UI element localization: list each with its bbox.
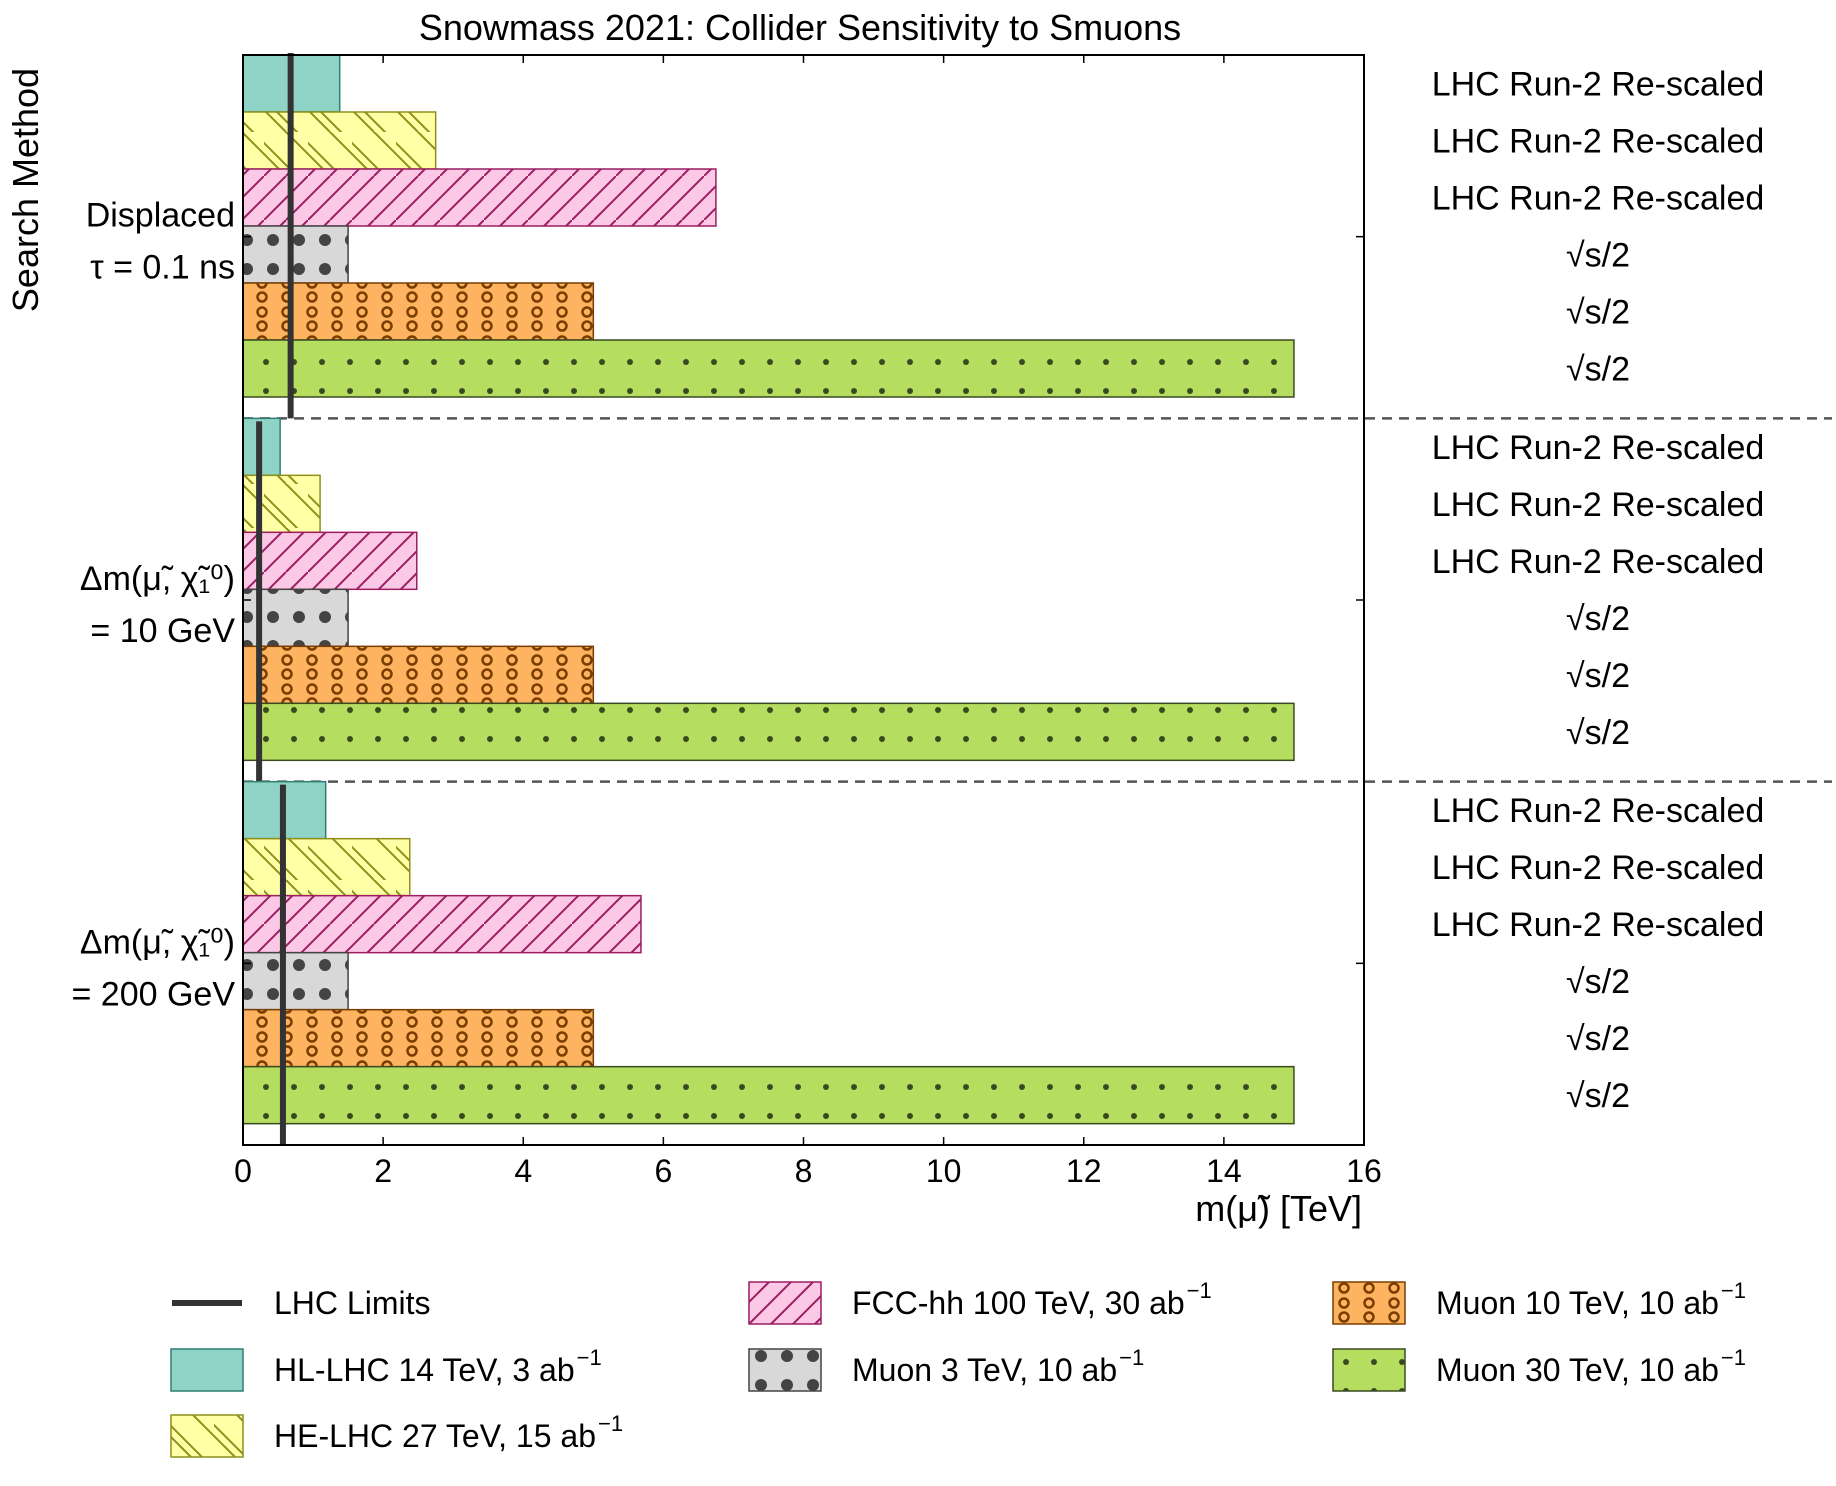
x-tick-label-16: 16 <box>1346 1153 1382 1189</box>
bar-muon-30-tev-group-1 <box>242 339 1295 398</box>
bar-he-lhc-27-tev-group-2 <box>242 474 321 534</box>
group-label-3-line-1: Δm(μ̃, χ̃₁⁰) <box>80 923 235 961</box>
annotations: LHC Run-2 Re-scaled LHC Run-2 Re-scaled LH… <box>1432 66 1765 1116</box>
x-axis-ticks: 0 2 4 6 8 10 12 14 16 <box>234 55 1382 1189</box>
bar-note-group-3-5: √s/2 <box>1566 1020 1630 1058</box>
x-tick-label-12: 12 <box>1066 1153 1102 1189</box>
bar-muon-30-tev-group-3 <box>242 1065 1295 1125</box>
bar-note-group-1-1: LHC Run-2 Re-scaled <box>1432 66 1765 104</box>
x-tick-label-0: 0 <box>234 1153 252 1189</box>
bar-he-lhc-27-tev-group-1 <box>242 111 437 170</box>
bar-note-group-2-4: √s/2 <box>1566 600 1630 638</box>
group-label-1-line-2: τ = 0.1 ns <box>90 249 235 287</box>
bar-note-group-2-5: √s/2 <box>1566 657 1630 695</box>
bar-note-group-3-1: LHC Run-2 Re-scaled <box>1432 792 1765 830</box>
bar-note-group-1-4: √s/2 <box>1566 237 1630 275</box>
x-tick-label-8: 8 <box>795 1153 813 1189</box>
bar-muon-30-tev-group-2 <box>242 702 1295 762</box>
bar-muon-10-tev-group-2 <box>242 645 595 705</box>
bar-note-group-1-5: √s/2 <box>1566 294 1630 332</box>
bar-muon-3-tev-group-3 <box>242 951 349 1011</box>
bar-muon-3-tev-group-1 <box>242 225 349 284</box>
chart-title: Snowmass 2021: Collider Sensitivity to S… <box>419 7 1181 48</box>
bar-muon-10-tev-group-3 <box>242 1008 595 1068</box>
group-labels: Displaced τ = 0.1 ns Δm(μ̃, χ̃₁⁰) = 10 GeV Δ… <box>71 197 235 1014</box>
bar-note-group-3-4: √s/2 <box>1566 963 1630 1001</box>
y-axis-label: Search Method <box>5 68 46 312</box>
bar-note-group-2-1: LHC Run-2 Re-scaled <box>1432 429 1765 467</box>
bar-note-group-2-3: LHC Run-2 Re-scaled <box>1432 543 1765 581</box>
plot-area <box>242 53 1832 1146</box>
x-tick-label-14: 14 <box>1206 1153 1242 1189</box>
group-label-1-line-1: Displaced <box>86 197 235 235</box>
bar-fcc-hh-100-tev-group-3 <box>242 894 642 954</box>
bar-note-group-2-6: √s/2 <box>1566 714 1630 752</box>
x-tick-label-2: 2 <box>374 1153 392 1189</box>
x-axis-label: m(μ̃) [TeV] <box>1195 1188 1362 1229</box>
group-label-3-line-2: = 200 GeV <box>71 975 235 1013</box>
group-label-2-line-2: = 10 GeV <box>90 612 235 650</box>
x-tick-label-6: 6 <box>654 1153 672 1189</box>
group-label-2-line-1: Δm(μ̃, χ̃₁⁰) <box>80 560 235 598</box>
bar-note-group-1-3: LHC Run-2 Re-scaled <box>1432 180 1765 218</box>
x-tick-label-4: 4 <box>514 1153 532 1189</box>
bar-note-group-3-2: LHC Run-2 Re-scaled <box>1432 849 1765 887</box>
bar-he-lhc-27-tev-group-3 <box>242 837 411 897</box>
bar-note-group-1-2: LHC Run-2 Re-scaled <box>1432 123 1765 161</box>
bar-note-group-2-2: LHC Run-2 Re-scaled <box>1432 486 1765 524</box>
bar-fcc-hh-100-tev-group-1 <box>242 168 717 227</box>
bar-muon-10-tev-group-1 <box>242 282 595 341</box>
bar-note-group-3-3: LHC Run-2 Re-scaled <box>1432 906 1765 944</box>
bar-fcc-hh-100-tev-group-2 <box>242 531 418 591</box>
bar-note-group-1-6: √s/2 <box>1566 351 1630 389</box>
x-tick-label-10: 10 <box>926 1153 962 1189</box>
bar-note-group-3-6: √s/2 <box>1566 1077 1630 1115</box>
